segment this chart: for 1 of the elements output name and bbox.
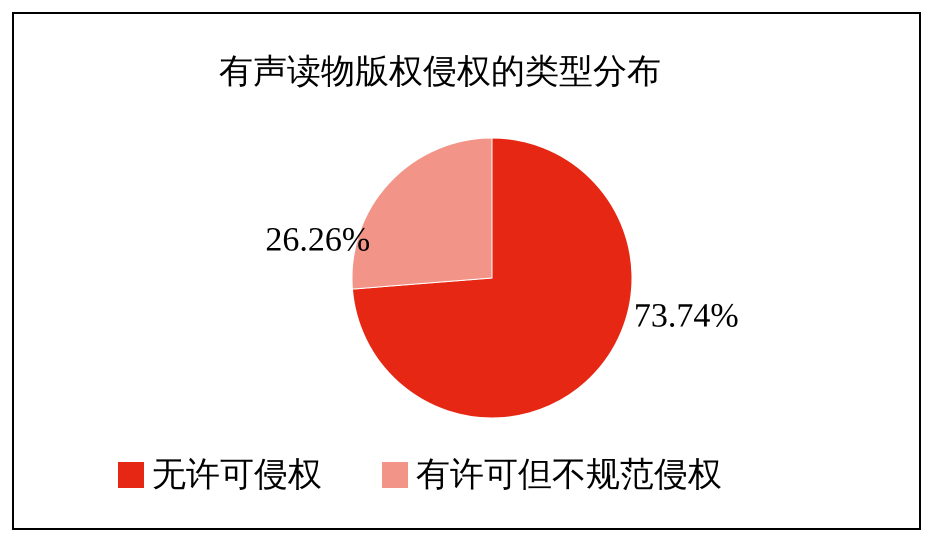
title: 有声读物版权侵权的类型分布 — [219, 54, 661, 90]
